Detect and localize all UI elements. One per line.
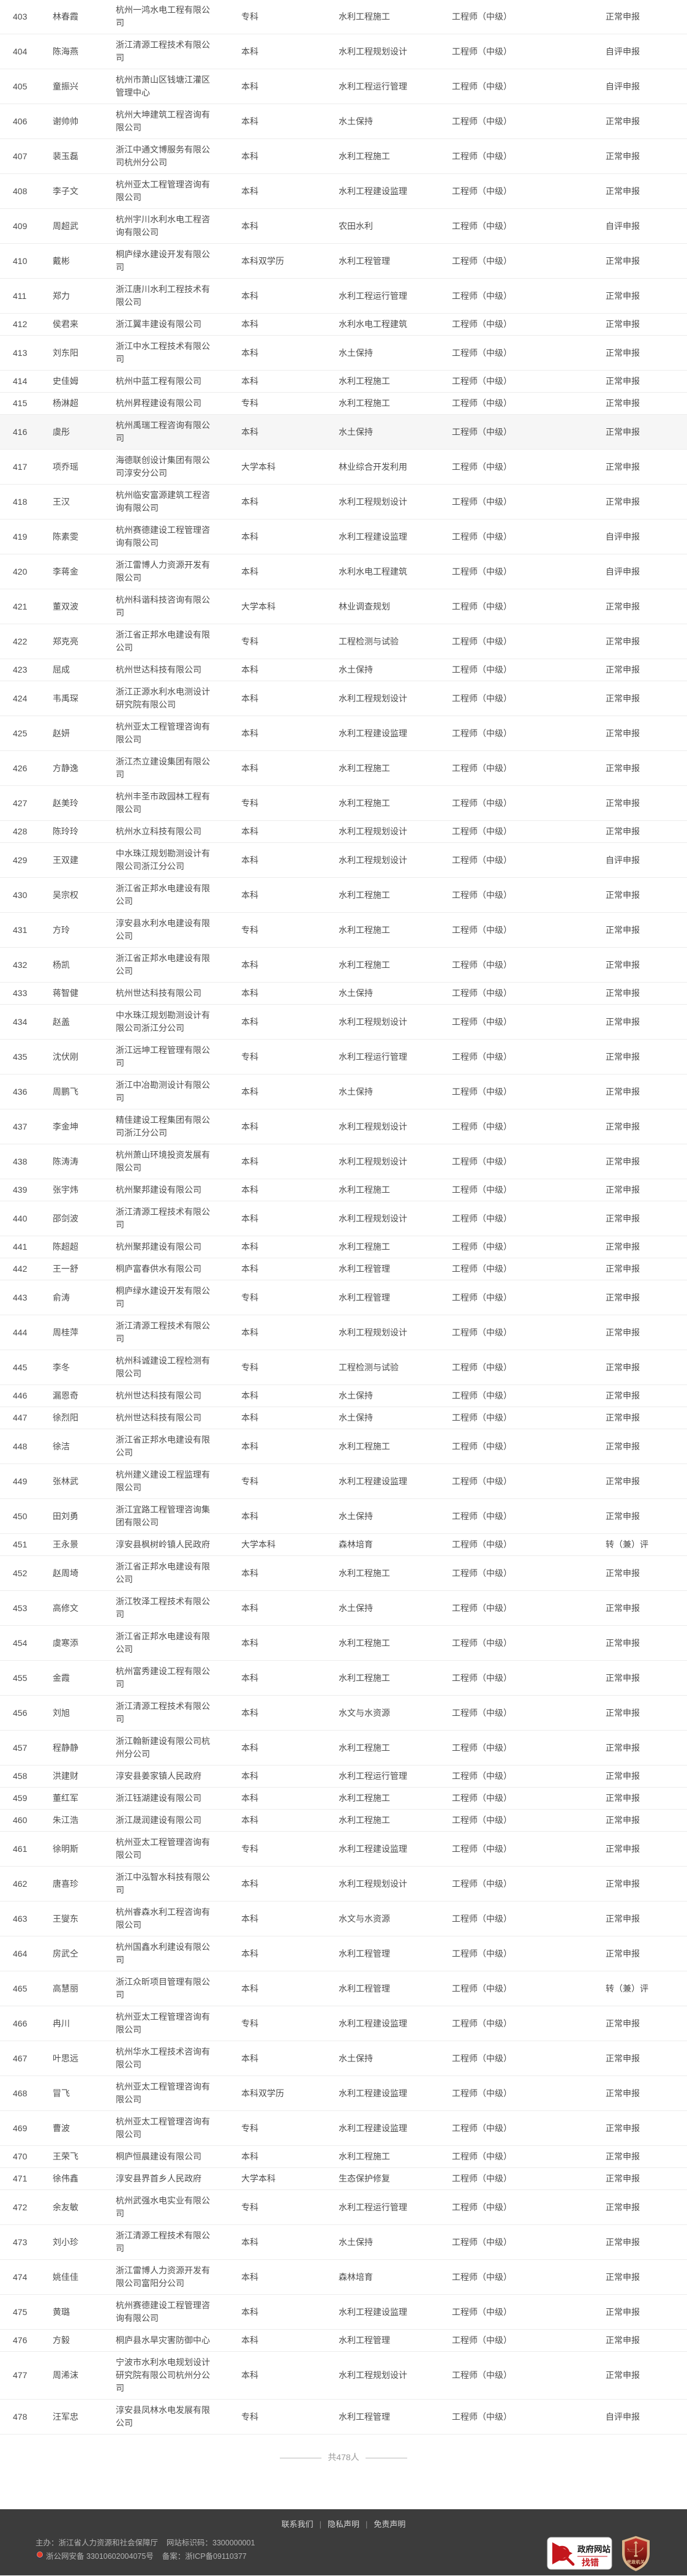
svg-text:找错: 找错 bbox=[582, 2558, 599, 2567]
svg-text:党政机关: 党政机关 bbox=[627, 2559, 645, 2565]
svg-text:政府网站: 政府网站 bbox=[577, 2544, 610, 2554]
